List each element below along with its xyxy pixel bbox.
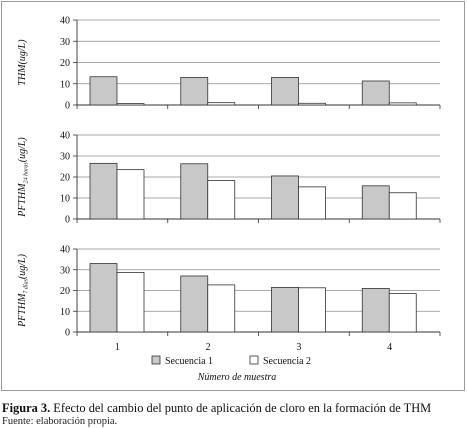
bar-p2-s2-c2 [207,180,236,220]
x-category-label-4: 4 [387,342,392,353]
y-tick-label-p2-30: 30 [60,152,70,163]
bar-p3-s1-c4 [361,288,390,333]
bar-p2-s2-c1 [116,169,145,220]
y-tick-label-p3-40: 40 [60,245,70,256]
bar-p3-s1-c2 [180,275,209,333]
y-tick-label-p1-0: 0 [65,101,70,112]
bar-p3-s1-c3 [271,286,299,333]
bar-p2-s1-c4 [361,185,390,220]
bar-p2-s2-c3 [298,186,326,220]
bar-p1-s1-c2 [180,76,209,106]
y-axis-label-p1: THM(ug/L) [17,39,28,86]
y-axis-label-unit-p2: (ug/L) [17,137,28,163]
bar-p2-s1-c3 [271,175,299,220]
bar-p1-s1-c3 [271,76,299,106]
figure-label: Figura 3. [2,401,51,415]
bar-p3-s1-c1 [89,263,118,333]
bar-p3-s2-c3 [298,287,326,333]
x-category-label-1: 1 [115,342,120,353]
x-category-label-2: 2 [206,342,211,353]
y-tick-label-p1-10: 10 [60,79,70,90]
bar-p3-s2-c2 [207,284,236,333]
y-axis-label-p3: PFTHM7 días(ug/L) [17,253,30,328]
y-axis-label-main-p2: PFTHM [17,183,28,218]
y-axis-label-sub-p3: 7 días [24,278,30,293]
bar-p3-s2-c4 [388,293,417,333]
bar-p1-s1-c1 [89,76,118,106]
y-axis-label-unit-p3: (ug/L) [17,253,28,279]
bar-p1-s2-c1 [116,103,145,106]
y-tick-label-p3-0: 0 [65,328,70,339]
bar-p1-s1-c4 [361,80,390,106]
y-axis-label-sub-p2: 24 horas [23,162,30,184]
legend-label-2: Secuencia 2 [263,356,311,367]
bar-p3-s2-c1 [116,272,145,333]
y-axis-label-p2: PFTHM24 horas(ug/L) [17,137,30,218]
y-axis-label-main-p3: PFTHM [17,293,28,328]
bar-p2-s1-c1 [89,162,118,220]
legend-swatch-2 [249,355,259,365]
y-tick-label-p3-10: 10 [60,307,70,318]
figure-caption: Figura 3. Efecto del cambio del punto de… [2,401,467,415]
bar-p2-s2-c4 [388,192,417,220]
figure-caption-text: Efecto del cambio del punto de aplicació… [50,401,432,415]
y-tick-label-p1-20: 20 [60,58,70,69]
y-tick-label-p3-20: 20 [60,286,70,297]
legend-swatch-1 [151,355,161,365]
bar-p2-s1-c2 [180,163,209,220]
y-tick-label-p2-0: 0 [65,215,70,226]
x-axis-label: Número de muestra [197,372,277,383]
legend-label-1: Secuencia 1 [165,356,213,367]
caption-block: Figura 3. Efecto del cambio del punto de… [2,401,467,428]
y-tick-label-p3-30: 30 [60,265,70,276]
y-tick-label-p2-10: 10 [60,194,70,205]
y-tick-label-p1-40: 40 [60,16,70,27]
y-tick-label-p2-40: 40 [60,131,70,142]
bar-p1-s2-c2 [207,102,236,106]
y-tick-label-p2-20: 20 [60,173,70,184]
figure-frame [1,1,465,391]
y-tick-label-p1-30: 30 [60,37,70,48]
x-category-label-3: 3 [296,342,301,353]
bar-p1-s2-c4 [388,102,417,106]
figure-source: Fuente: elaboración propia. [2,416,118,427]
bar-p1-s2-c3 [298,102,326,106]
